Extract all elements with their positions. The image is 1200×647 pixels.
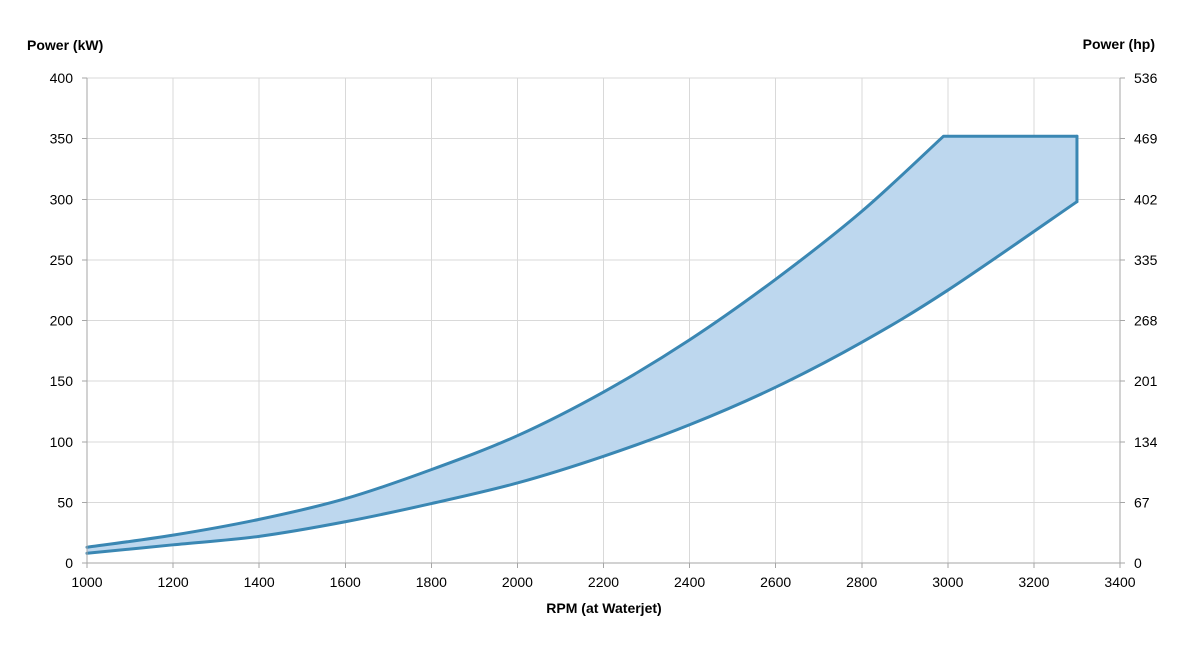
y-right-tick-label: 536 <box>1134 70 1158 86</box>
x-axis-title: RPM (at Waterjet) <box>546 600 661 616</box>
y-left-tick-label: 100 <box>50 434 74 450</box>
x-tick-label: 2800 <box>846 574 877 590</box>
lower-power-line <box>85 200 1079 555</box>
x-tick-label: 2200 <box>588 574 619 590</box>
y-left-tick-label: 350 <box>50 131 74 147</box>
chart-axes <box>82 77 1125 568</box>
y-left-tick-label: 250 <box>50 252 74 268</box>
right-axis-title: Power (hp) <box>1083 36 1155 52</box>
x-tick-label: 3400 <box>1104 574 1135 590</box>
y-right-tick-label: 67 <box>1134 494 1150 510</box>
x-tick-label: 1800 <box>416 574 447 590</box>
y-left-tick-label: 150 <box>50 373 74 389</box>
y-left-tick-label: 0 <box>65 555 73 571</box>
power-band <box>85 134 1079 555</box>
x-tick-label: 1600 <box>330 574 361 590</box>
y-left-tick-label: 50 <box>57 494 73 510</box>
x-tick-label: 2400 <box>674 574 705 590</box>
y-right-tick-label: 268 <box>1134 313 1158 329</box>
y-right-tick-label: 469 <box>1134 131 1158 147</box>
x-tick-label: 1400 <box>244 574 275 590</box>
power-band-fill <box>87 136 1077 554</box>
x-tick-label: 2600 <box>760 574 791 590</box>
y-left-tick-label: 300 <box>50 191 74 207</box>
y-left-tick-label: 400 <box>50 70 74 86</box>
y-right-tick-label: 0 <box>1134 555 1142 571</box>
y-right-tick-label: 335 <box>1134 252 1158 268</box>
left-axis-title: Power (kW) <box>27 37 103 53</box>
x-tick-label: 1200 <box>158 574 189 590</box>
x-tick-label: 3000 <box>932 574 963 590</box>
y-left-tick-label: 200 <box>50 313 74 329</box>
y-right-tick-label: 134 <box>1134 434 1158 450</box>
x-tick-label: 2000 <box>502 574 533 590</box>
y-right-tick-label: 402 <box>1134 191 1158 207</box>
upper-power-line <box>85 134 1079 549</box>
x-tick-label: 3200 <box>1018 574 1049 590</box>
y-right-tick-label: 201 <box>1134 373 1158 389</box>
tick-labels: 1000 1200 1400 1600 1800 2000 2200 2400 2600 2800… <box>50 70 1158 590</box>
x-tick-label: 1000 <box>71 574 102 590</box>
